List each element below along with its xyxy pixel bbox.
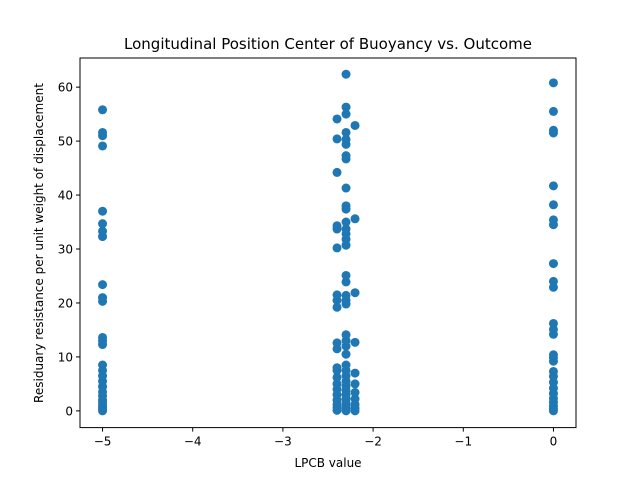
x-axis-label: LPCB value [294,456,361,470]
scatter-point [548,259,558,269]
x-tick-label: −3 [274,435,292,449]
y-axis-label: Residuary resistance per unit weight of … [32,83,46,403]
scatter-point [350,120,360,130]
scatter-point [350,394,360,404]
scatter-point [98,127,108,137]
scatter-point [341,102,351,112]
scatter-point [548,318,558,328]
scatter-point [548,215,558,225]
scatter-point [332,221,342,231]
scatter-point [341,224,351,234]
scatter-point [341,201,351,211]
scatter-point [548,181,558,191]
scatter-point [341,109,351,119]
y-tick-label: 10 [58,350,73,364]
scatter-point [98,226,108,236]
scatter-point [332,114,342,124]
scatter-point [350,368,360,378]
scatter-point [341,183,351,193]
scatter-point [350,288,360,298]
scatter-point [350,214,360,224]
scatter-point [341,277,351,287]
scatter-point [332,290,342,300]
y-tick-label: 0 [65,404,73,418]
x-tick-label: −2 [364,435,382,449]
scatter-point [548,200,558,210]
y-tick-label: 40 [58,189,73,203]
scatter-point [98,332,108,342]
scatter-point [548,78,558,88]
scatter-point [98,280,108,290]
scatter-point [548,366,558,376]
points-layer [98,69,558,416]
scatter-point [548,106,558,116]
scatter-point [350,379,360,389]
scatter-point [341,360,351,370]
scatter-point [98,219,108,229]
y-tick-label: 50 [58,135,73,149]
scatter-point [341,134,351,144]
scatter-point [341,217,351,227]
x-tick-label: −4 [184,435,202,449]
x-tick-label: −1 [454,435,472,449]
scatter-point [350,337,360,347]
scatter-point [548,276,558,286]
scatter-point [341,270,351,280]
scatter-point [98,360,108,370]
scatter-point [341,151,351,161]
scatter-point [98,293,108,303]
scatter-point [98,141,108,151]
y-tick-label: 30 [58,243,73,257]
scatter-point [341,349,351,359]
scatter-point [341,69,351,79]
scatter-point [350,388,360,398]
scatter-point [548,350,558,360]
y-tick-label: 60 [58,81,73,95]
scatter-point [332,338,342,348]
scatter-point [548,125,558,135]
scatter-point [341,330,351,340]
x-tick-label: 0 [550,435,558,449]
scatter-point [332,372,342,382]
x-tick-label: −5 [94,435,112,449]
scatter-point [98,206,108,216]
scatter-point [332,379,342,389]
scatter-point [341,290,351,300]
scatter-point [332,363,342,373]
scatter-point [98,105,108,115]
y-axis-ticks: 0 10 20 30 40 50 60 [58,81,80,418]
scatter-point [332,167,342,177]
scatter-point [341,127,351,137]
scatter-point [332,134,342,144]
y-tick-label: 20 [58,296,73,310]
scatter-point [332,302,342,312]
scatter-point [332,243,342,253]
chart-title: Longitudinal Position Center of Buoyancy… [124,35,532,53]
x-axis-ticks: −5 −4 −3 −2 −1 0 [94,427,558,449]
plot-frame [79,57,577,429]
